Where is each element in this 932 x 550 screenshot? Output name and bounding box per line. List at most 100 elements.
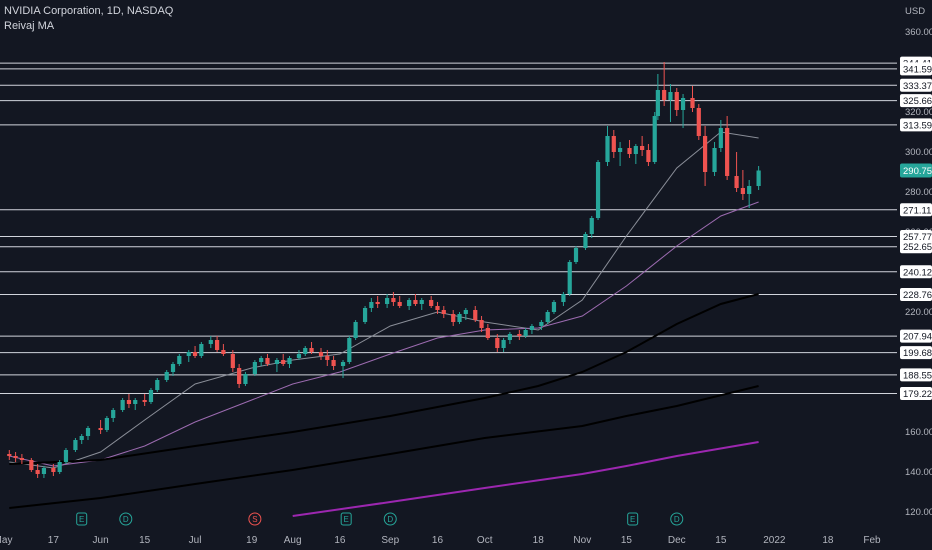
candle-body	[451, 314, 456, 322]
candle-body	[265, 358, 270, 364]
candle-body	[589, 218, 594, 234]
x-tick-label: 19	[246, 535, 258, 546]
candle	[633, 144, 638, 164]
candle	[551, 300, 557, 314]
candle-body	[375, 302, 380, 304]
dividend-icon	[670, 512, 684, 526]
x-axis[interactable]: May 17 Jun 15 Jul 19 Aug 16 Sep 16 Oct 18 Nov 15 Dec 15…	[0, 535, 881, 546]
candle	[177, 354, 182, 366]
x-tick-label: Sep	[381, 535, 399, 546]
candle	[501, 338, 506, 352]
y-tick-label: 280.00	[905, 187, 932, 198]
candle	[281, 354, 286, 366]
x-tick-label: May	[0, 535, 12, 546]
candle	[104, 416, 109, 432]
candle	[391, 292, 396, 306]
candle-body	[573, 248, 579, 262]
dividend-marker[interactable]: D	[383, 512, 397, 526]
candle	[451, 310, 456, 326]
candle	[369, 298, 374, 312]
candle	[120, 398, 125, 412]
candle-body	[177, 356, 182, 364]
candle-body	[756, 170, 761, 186]
candle	[296, 350, 302, 360]
x-tick-label: 16	[432, 535, 444, 546]
candle	[41, 466, 47, 478]
candle	[303, 346, 308, 356]
candle-body	[507, 334, 512, 340]
candle	[73, 438, 78, 452]
candle	[747, 180, 752, 208]
level-price-label: 325.66	[900, 94, 932, 108]
level-label-box	[900, 329, 932, 343]
candle-body	[192, 352, 198, 356]
x-tick-label: 15	[715, 535, 727, 546]
earnings-marker[interactable]: E	[340, 512, 352, 526]
level-price-label: 313.59	[900, 118, 932, 132]
y-tick-label: 300.00	[905, 147, 932, 158]
earnings-marker[interactable]: E	[76, 512, 88, 526]
candle	[362, 306, 368, 324]
candle	[517, 330, 522, 340]
y-tick-label: 320.00	[905, 107, 932, 118]
candle	[353, 320, 358, 340]
candle-body	[133, 400, 138, 404]
chart-legend: NVIDIA Corporation, 1D, NASDAQ Reivaj MA	[4, 4, 173, 34]
candle	[640, 136, 645, 156]
candle-body	[561, 294, 566, 302]
candle-body	[611, 136, 616, 152]
candle-body	[303, 348, 308, 354]
candle	[473, 306, 478, 322]
x-tick-label: Feb	[863, 535, 881, 546]
candle-body	[696, 108, 701, 136]
symbol-title: NVIDIA Corporation, 1D, NASDAQ	[4, 5, 174, 17]
candle	[589, 216, 594, 238]
candle-body	[369, 302, 374, 308]
candle	[680, 94, 686, 128]
candle	[539, 320, 544, 330]
candle-body	[567, 262, 572, 294]
level-price-label: 207.94	[900, 329, 932, 343]
candle-body	[674, 92, 679, 110]
moving-average-line	[292, 441, 759, 517]
split-marker[interactable]: S	[248, 512, 262, 526]
candle	[646, 144, 651, 166]
dividend-marker[interactable]: D	[670, 512, 684, 526]
level-label-text: 252.65	[903, 242, 932, 253]
candle	[265, 354, 270, 366]
candle-body	[221, 350, 226, 354]
candle	[111, 408, 116, 422]
candle-body	[517, 334, 522, 336]
level-label-box	[900, 78, 932, 92]
candle	[375, 296, 380, 308]
level-label-box	[900, 118, 932, 132]
y-tick-label: 140.00	[905, 467, 932, 478]
candle-body	[545, 312, 550, 322]
level-price-label: 257.77	[900, 229, 932, 243]
level-label-box	[900, 287, 932, 301]
current-price-label: 290.75	[900, 163, 932, 178]
candle	[627, 140, 632, 158]
x-tick-label: Jun	[93, 535, 109, 546]
candle-body	[718, 128, 723, 148]
current-price-text: 290.75	[903, 166, 932, 177]
candle-body	[485, 328, 490, 338]
level-label-box	[900, 94, 932, 108]
level-price-label: 228.76	[900, 287, 932, 301]
y-axis[interactable]: USD 120.00140.00160.00180.00200.00220.00…	[900, 6, 932, 518]
moving-average-line	[9, 131, 759, 469]
candle	[674, 88, 679, 116]
earnings-marker[interactable]: E	[627, 512, 639, 526]
candle-body	[595, 162, 601, 218]
candle	[13, 452, 18, 462]
split-icon	[248, 512, 262, 526]
event-symbol: E	[630, 515, 635, 524]
candle	[148, 388, 154, 404]
candle-body	[57, 462, 62, 472]
dividend-marker[interactable]: D	[119, 512, 133, 526]
candle-body	[287, 358, 292, 364]
